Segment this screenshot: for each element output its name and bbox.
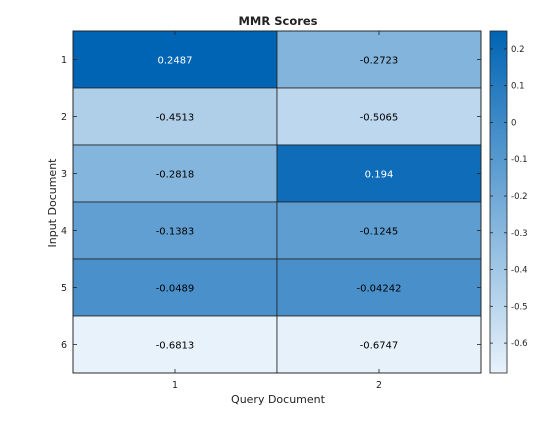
cell-value-label: 0.2487 (158, 56, 193, 67)
colorbar-tick-label: 0.2 (511, 45, 525, 55)
colorbar-tick-label: 0 (511, 118, 516, 128)
cell-value-label: 0.194 (365, 170, 394, 181)
heatmap-axes: 1 2 3 4 5 6 1 2 (61, 30, 482, 391)
y-tick-label: 2 (61, 112, 67, 123)
cell-value-label: -0.0489 (156, 284, 195, 295)
chart-title: MMR Scores (238, 14, 317, 28)
cell-value-label: -0.1245 (360, 227, 399, 238)
colorbar-tick-label: 0.1 (511, 82, 525, 92)
y-tick-label: 1 (61, 55, 67, 66)
y-tick-label: 6 (61, 340, 67, 351)
heatmap-cell (72, 144, 278, 203)
y-tick-label: 4 (61, 226, 67, 237)
heatmap-cell (276, 87, 482, 146)
heatmap-cell (276, 258, 482, 317)
x-axis-label: Query Document (231, 393, 326, 406)
heatmap-cell (72, 30, 278, 89)
cell-value-label: -0.4513 (156, 113, 195, 124)
colorbar-gradient (489, 30, 508, 374)
cell-value-label: -0.2818 (156, 170, 195, 181)
cell-value-label: -0.04242 (357, 284, 402, 295)
heatmap-value-labels: 0.2487 -0.2723 -0.4513 -0.5065 -0.2818 0.194 -… (156, 56, 402, 352)
cell-value-label: -0.2723 (360, 56, 399, 67)
heatmap-cell (276, 30, 482, 89)
colorbar-tick-label: -0.6 (511, 339, 528, 349)
heatmap-cell (276, 315, 482, 374)
plot-frame (72, 30, 482, 374)
y-axis-label: Input Document (46, 158, 59, 248)
colorbar-tick-label: -0.2 (511, 192, 528, 202)
colorbar-tick-label: -0.3 (511, 229, 528, 239)
y-tick-label: 5 (61, 283, 67, 294)
y-tick-label: 3 (61, 169, 67, 180)
colorbar-tick-label: -0.4 (511, 266, 528, 276)
heatmap-cell (276, 201, 482, 260)
x-tick-label: 2 (376, 380, 382, 391)
x-tick-label: 1 (172, 380, 178, 391)
cell-value-label: -0.6747 (360, 341, 399, 352)
colorbar: 0.2 0.1 0 -0.1 -0.2 -0.3 -0.4 -0.5 -0.6 (489, 30, 528, 374)
cell-value-label: -0.6813 (156, 341, 195, 352)
heatmap-cell (72, 87, 278, 146)
heatmap-cell (276, 144, 482, 203)
colorbar-tick-label: -0.1 (511, 155, 528, 165)
colorbar-tick-label: -0.5 (511, 302, 528, 312)
heatmap-cells (72, 30, 482, 374)
cell-value-label: -0.5065 (360, 113, 399, 124)
cell-value-label: -0.1383 (156, 227, 195, 238)
